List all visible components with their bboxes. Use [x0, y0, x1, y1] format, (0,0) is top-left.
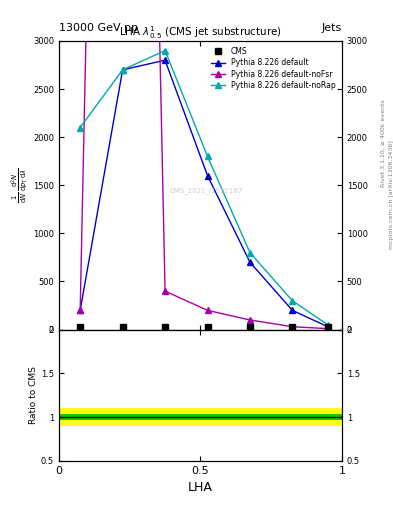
Text: 13000 GeV pp: 13000 GeV pp: [59, 23, 138, 33]
CMS: [248, 324, 252, 330]
CMS: [290, 324, 295, 330]
Text: Jets: Jets: [321, 23, 342, 33]
Pythia 8.226 default: [163, 57, 167, 63]
Pythia 8.226 default: [325, 324, 330, 330]
CMS: [325, 324, 330, 330]
Pythia 8.226 default-noRap: [325, 322, 330, 328]
Y-axis label: $\frac{1}{\mathrm{d}N}\,\frac{\mathrm{d}^2N}{\mathrm{d}p_{\mathrm{T}}\,\mathrm{d: $\frac{1}{\mathrm{d}N}\,\frac{\mathrm{d}…: [9, 167, 30, 203]
Legend: CMS, Pythia 8.226 default, Pythia 8.226 default-noFsr, Pythia 8.226 default-noRa: CMS, Pythia 8.226 default, Pythia 8.226 …: [209, 45, 338, 92]
Pythia 8.226 default: [120, 67, 125, 73]
Pythia 8.226 default-noFsr: [78, 307, 83, 313]
Pythia 8.226 default: [248, 259, 252, 265]
Text: Rivet 3.1.10, ≥ 400k events: Rivet 3.1.10, ≥ 400k events: [381, 99, 386, 187]
Pythia 8.226 default-noFsr: [163, 288, 167, 294]
Pythia 8.226 default-noRap: [78, 124, 83, 131]
Line: Pythia 8.226 default: Pythia 8.226 default: [77, 57, 331, 330]
CMS: [120, 324, 125, 330]
Line: CMS: CMS: [77, 324, 331, 330]
CMS: [78, 324, 83, 330]
Pythia 8.226 default-noRap: [290, 297, 295, 304]
Line: Pythia 8.226 default-noFsr: Pythia 8.226 default-noFsr: [77, 0, 331, 331]
Pythia 8.226 default: [290, 307, 295, 313]
Text: mcplots.cern.ch [arXiv:1306.3436]: mcplots.cern.ch [arXiv:1306.3436]: [389, 140, 393, 249]
Text: CMS_2021_I1920187: CMS_2021_I1920187: [169, 188, 243, 195]
Pythia 8.226 default: [205, 173, 210, 179]
CMS: [163, 324, 167, 330]
CMS: [205, 324, 210, 330]
Pythia 8.226 default-noFsr: [290, 324, 295, 330]
Pythia 8.226 default-noFsr: [325, 326, 330, 332]
Pythia 8.226 default-noRap: [248, 249, 252, 255]
Pythia 8.226 default-noFsr: [205, 307, 210, 313]
Pythia 8.226 default-noRap: [120, 67, 125, 73]
Pythia 8.226 default-noRap: [205, 153, 210, 159]
X-axis label: LHA: LHA: [188, 481, 213, 494]
Title: LHA $\lambda^{1}_{0.5}$ (CMS jet substructure): LHA $\lambda^{1}_{0.5}$ (CMS jet substru…: [119, 24, 282, 41]
Pythia 8.226 default: [78, 307, 83, 313]
Pythia 8.226 default-noFsr: [248, 317, 252, 323]
Line: Pythia 8.226 default-noRap: Pythia 8.226 default-noRap: [77, 48, 331, 328]
Pythia 8.226 default-noRap: [163, 48, 167, 54]
Y-axis label: Ratio to CMS: Ratio to CMS: [29, 366, 38, 424]
